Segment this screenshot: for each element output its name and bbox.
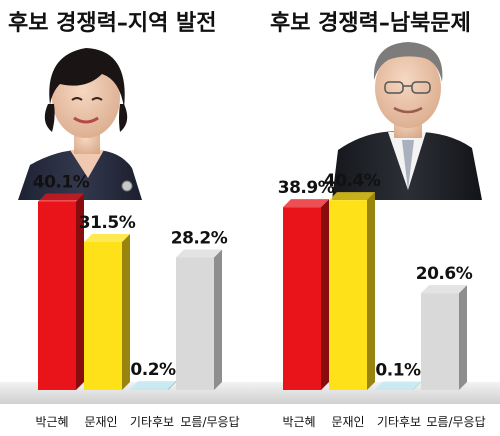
- bar-side: [459, 285, 467, 390]
- bar-top: [329, 192, 375, 201]
- value-label: 40.4%: [324, 171, 381, 191]
- bar-front: [38, 201, 76, 390]
- bar-side: [214, 249, 222, 390]
- category-label: 문재인: [331, 415, 364, 429]
- bar-2-2: [329, 192, 375, 390]
- bar-2-4: [421, 285, 467, 390]
- bar-top: [375, 381, 421, 390]
- candidate-portrait-woman: [18, 48, 142, 200]
- bar-side: [122, 233, 130, 390]
- category-label: 박근혜: [35, 415, 68, 429]
- candidate-portrait-man: [332, 42, 482, 200]
- bar-front: [176, 257, 214, 390]
- bar-top: [84, 233, 130, 242]
- bar-1-1: [38, 193, 84, 390]
- bar-side: [168, 381, 176, 390]
- bar-top: [283, 199, 329, 208]
- category-label: 기타후보: [377, 415, 421, 429]
- value-label: 40.1%: [33, 173, 90, 193]
- bar-2-1: [283, 199, 329, 390]
- bar-side: [367, 192, 375, 390]
- value-label: 0.2%: [130, 360, 176, 380]
- value-label: 31.5%: [79, 213, 136, 233]
- bar-top: [421, 285, 467, 294]
- bar-top: [130, 381, 176, 390]
- bar-front: [130, 389, 168, 390]
- bar-side: [321, 199, 329, 390]
- bar-1-2: [84, 233, 130, 390]
- value-label: 28.2%: [171, 228, 228, 248]
- value-label: 38.9%: [278, 178, 335, 198]
- value-label: 20.6%: [416, 264, 473, 284]
- bar-1-3: [130, 381, 176, 390]
- chart-title: 후보 경쟁력–지역 발전: [8, 11, 216, 36]
- bar-side: [76, 193, 84, 390]
- category-label: 기타후보: [130, 415, 174, 429]
- bar-top: [38, 193, 84, 202]
- value-label: 0.1%: [375, 361, 421, 381]
- bar-front: [283, 207, 321, 390]
- chart-title: 후보 경쟁력–남북문제: [270, 11, 471, 36]
- category-label: 모름/무응답: [180, 415, 239, 429]
- category-label: 모름/무응답: [426, 415, 485, 429]
- chart-floor: [0, 382, 500, 404]
- bar-front: [329, 200, 367, 390]
- bar-1-4: [176, 249, 222, 390]
- bar-front: [84, 241, 122, 390]
- bar-2-3: [375, 381, 421, 390]
- bar-top: [176, 249, 222, 258]
- category-label: 박근혜: [282, 415, 315, 429]
- bar-side: [413, 381, 421, 390]
- bar-front: [421, 293, 459, 390]
- category-label: 문재인: [84, 415, 117, 429]
